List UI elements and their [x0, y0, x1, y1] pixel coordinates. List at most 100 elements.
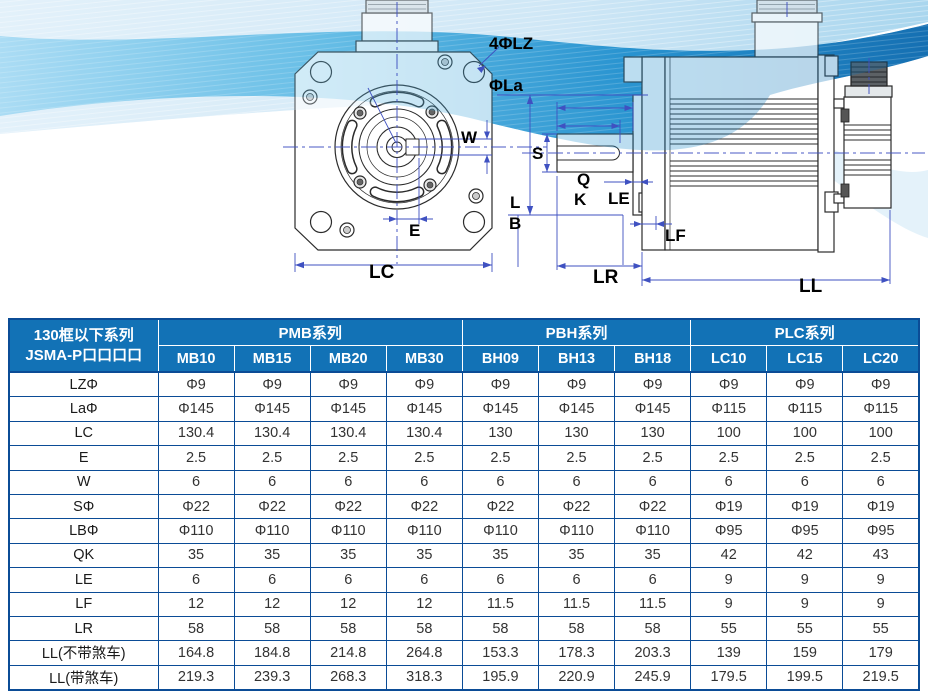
value-cell: Φ145: [157, 396, 235, 422]
value-cell: 9: [842, 591, 920, 617]
row-label: E: [8, 445, 159, 471]
bolt-hole: [462, 210, 486, 234]
value-cell: Φ9: [842, 371, 920, 398]
value-cell: 55: [766, 615, 844, 642]
value-cell: Φ19: [842, 493, 920, 520]
value-cell: Φ22: [614, 493, 692, 520]
value-cell: 6: [157, 567, 235, 593]
value-cell: Φ145: [385, 396, 463, 422]
value-cell: 35: [233, 542, 311, 569]
row-label: LL(不带煞车): [8, 640, 159, 666]
value-cell: Φ9: [309, 371, 387, 398]
dimension-lines: [294, 46, 891, 286]
table-row: SΦ Φ22 Φ22 Φ22 Φ22 Φ22 Φ22 Φ22 Φ19 Φ19 Φ19: [8, 493, 920, 520]
value-cell: Φ115: [766, 396, 844, 422]
spec-table: 130框以下系列 JSMA-P口口口口 PMB系列 PBH系列 PLC系列 MB10 MB1…: [8, 318, 920, 692]
value-cell: 6: [309, 469, 387, 495]
value-cell: 12: [309, 591, 387, 617]
value-cell: 2.5: [157, 445, 235, 471]
value-cell: 2.5: [385, 445, 463, 471]
value-cell: 9: [766, 591, 844, 617]
dim-label-ll: LL: [799, 276, 823, 297]
row-label: LR: [8, 615, 159, 642]
value-cell: 2.5: [614, 445, 692, 471]
value-cell: 130: [537, 420, 616, 447]
value-cell: 6: [233, 567, 311, 593]
value-cell: 159: [766, 640, 844, 666]
value-cell: 9: [766, 567, 844, 593]
value-cell: Φ145: [461, 396, 539, 422]
value-cell: Φ95: [766, 518, 844, 544]
value-cell: 35: [385, 542, 463, 569]
value-cell: Φ110: [537, 518, 616, 544]
value-cell: 35: [537, 542, 616, 569]
dim-label-l: L: [510, 193, 521, 212]
row-label: LL(带煞车): [8, 664, 159, 691]
model-header: MB15: [233, 345, 311, 373]
bolt-hole: [309, 210, 333, 234]
value-cell: 178.3: [537, 640, 616, 666]
value-cell: 12: [385, 591, 463, 617]
value-cell: 9: [690, 591, 768, 617]
value-cell: 9: [690, 567, 768, 593]
value-cell: 58: [157, 615, 235, 642]
value-cell: 219.3: [157, 664, 235, 691]
table-row: LZΦ Φ9 Φ9 Φ9 Φ9 Φ9 Φ9 Φ9 Φ9 Φ9 Φ9: [8, 371, 920, 398]
dim-label-k: K: [574, 190, 587, 209]
row-label: LaΦ: [8, 396, 159, 422]
value-cell: Φ110: [309, 518, 387, 544]
centerlines: [283, 2, 925, 264]
table-row: LBΦ Φ110 Φ110 Φ110 Φ110 Φ110 Φ110 Φ110 Φ95 Φ95 Φ95: [8, 518, 920, 544]
value-cell: 58: [537, 615, 616, 642]
model-header: MB10: [157, 345, 235, 373]
value-cell: Φ95: [842, 518, 920, 544]
model-header: MB30: [385, 345, 463, 373]
value-cell: 2.5: [842, 445, 920, 471]
dim-label-4philz: 4ΦLZ: [489, 34, 534, 53]
value-cell: Φ22: [461, 493, 539, 520]
value-cell: 2.5: [690, 445, 768, 471]
value-cell: 11.5: [537, 591, 616, 617]
value-cell: 2.5: [461, 445, 539, 471]
table-row: LE 6 6 6 6 6 6 6 9 9 9: [8, 567, 920, 593]
value-cell: Φ9: [614, 371, 692, 398]
value-cell: 130.4: [385, 420, 463, 447]
value-cell: 35: [461, 542, 539, 569]
value-cell: 58: [614, 615, 692, 642]
table-row: LL(带煞车) 219.3 239.3 268.3 318.3 195.9 220.9 245…: [8, 664, 920, 691]
value-cell: Φ145: [309, 396, 387, 422]
value-cell: 130.4: [157, 420, 235, 447]
value-cell: Φ9: [157, 371, 235, 398]
value-cell: 264.8: [385, 640, 463, 666]
value-cell: Φ19: [766, 493, 844, 520]
value-cell: 220.9: [537, 664, 616, 691]
dim-label-q: Q: [577, 170, 591, 189]
value-cell: 100: [766, 420, 844, 447]
value-cell: 100: [690, 420, 768, 447]
value-cell: Φ9: [461, 371, 539, 398]
value-cell: 11.5: [461, 591, 539, 617]
value-cell: Φ9: [385, 371, 463, 398]
dim-label-s: S: [532, 144, 544, 163]
dim-label-lc: LC: [369, 262, 395, 283]
value-cell: 6: [614, 567, 692, 593]
value-cell: 55: [842, 615, 920, 642]
value-cell: 12: [233, 591, 311, 617]
value-cell: 239.3: [233, 664, 311, 691]
value-cell: 11.5: [614, 591, 692, 617]
value-cell: Φ115: [842, 396, 920, 422]
value-cell: Φ110: [614, 518, 692, 544]
value-cell: Φ115: [690, 396, 768, 422]
value-cell: Φ9: [233, 371, 311, 398]
value-cell: 219.5: [842, 664, 920, 691]
model-header: BH18: [614, 345, 692, 373]
row-label: SΦ: [8, 493, 159, 520]
value-cell: Φ110: [385, 518, 463, 544]
value-cell: Φ22: [537, 493, 616, 520]
value-cell: 6: [537, 469, 616, 495]
value-cell: Φ110: [461, 518, 539, 544]
dim-label-lf: LF: [665, 226, 686, 245]
value-cell: 12: [157, 591, 235, 617]
